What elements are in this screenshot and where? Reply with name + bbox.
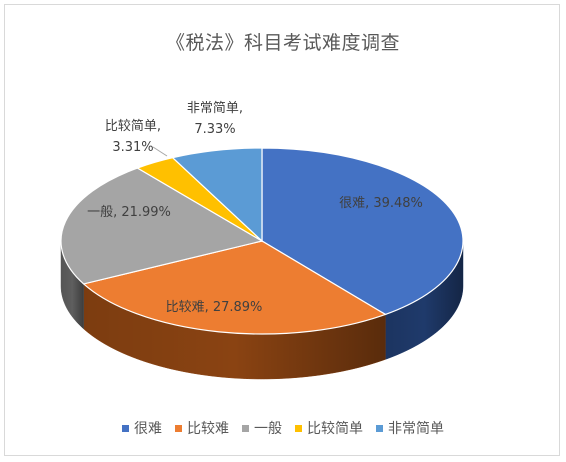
legend-label-1: 比较难 — [187, 421, 229, 437]
legend-item-4: 非常简单 — [376, 418, 444, 438]
legend-swatch-2 — [242, 424, 249, 432]
slice-1-side-shade — [83, 283, 386, 379]
slice-1-label: 比较难, 27.89% — [166, 300, 263, 315]
legend-label-2: 一般 — [254, 421, 282, 437]
legend-item-3: 比较简单 — [295, 418, 363, 438]
slice-3-label: 3.31% — [112, 140, 153, 155]
slice-2 — [60, 167, 264, 285]
legend-item-0: 很难 — [122, 418, 162, 438]
legend-swatch-4 — [376, 424, 383, 432]
chart-title: 《税法》科目考试难度调查 — [165, 32, 400, 54]
legend-swatch-0 — [122, 424, 129, 432]
slice-2-label: 一般, 21.99% — [87, 204, 171, 220]
legend-label-4: 非常简单 — [388, 421, 444, 437]
slice-4-label: 非常简单, — [187, 100, 243, 116]
chart-legend: 很难 比较难 一般 比较简单 非常简单 — [0, 418, 566, 438]
legend-swatch-3 — [295, 424, 302, 432]
slice-3-leader-line — [152, 146, 168, 157]
slice-0 — [261, 147, 464, 316]
slice-0-side-shade — [385, 241, 463, 360]
legend-swatch-1 — [175, 424, 182, 432]
legend-item-1: 比较难 — [175, 418, 229, 438]
slice-0-label: 很难, 39.48% — [339, 196, 423, 211]
slice-3-label: 比较简单, — [105, 118, 161, 134]
slice-1 — [82, 240, 387, 335]
slice-4-label: 7.33% — [194, 122, 235, 137]
slice-4 — [171, 147, 263, 243]
legend-label-3: 比较简单 — [307, 421, 363, 437]
legend-label-0: 很难 — [134, 421, 162, 437]
legend-item-2: 一般 — [242, 418, 282, 438]
